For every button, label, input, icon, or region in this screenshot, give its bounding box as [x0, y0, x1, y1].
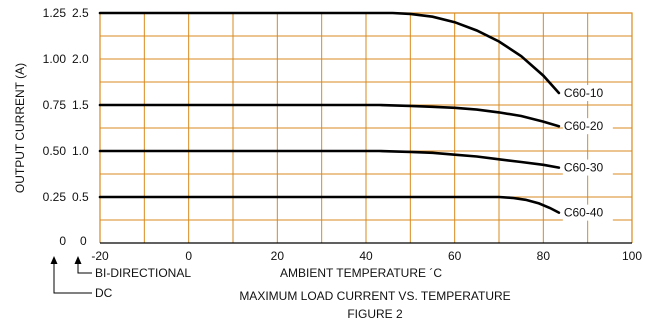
series-labels: C60-10 C60-20 C60-30 C60-40: [562, 85, 613, 221]
x-tick-label: 80: [537, 249, 551, 263]
series-label-background: [562, 159, 613, 176]
y-tick-label-dc: 1.25: [43, 6, 67, 20]
y-tick-label-bidirectional: 2.5: [72, 6, 89, 20]
figure-label: FIGURE 2: [347, 307, 403, 321]
series-label: C60-20: [564, 119, 604, 133]
bidirectional-arrow-icon: [74, 256, 92, 274]
dc-arrow-icon: [50, 256, 92, 294]
series-label-background: [562, 204, 613, 221]
y-tick-label-bidirectional: 1.0: [72, 144, 89, 158]
series-curve: [98, 11, 561, 95]
y-tick-label-dc: 0.75: [43, 98, 67, 112]
series-curve: [98, 103, 561, 128]
x-tick-label: 20: [271, 249, 285, 263]
y-axis-label: OUTPUT CURRENT (A): [13, 63, 27, 193]
y-tick-label-bidirectional: 2.0: [72, 52, 89, 66]
bidirectional-scale-label: BI-DIRECTIONAL: [95, 266, 191, 280]
x-axis-ticks: -20 0 20 40 60 80 100: [91, 249, 642, 263]
x-tick-label: 100: [622, 249, 642, 263]
x-axis-label: AMBIENT TEMPERATURE ´C: [280, 266, 442, 280]
x-tick-label: 0: [185, 249, 192, 263]
dc-scale-label: DC: [95, 286, 113, 300]
x-tick-label: 40: [359, 249, 373, 263]
y-tick-label-bidirectional: 1.5: [72, 98, 89, 112]
y-tick-label-dc: 0.25: [43, 190, 67, 204]
chart-title: MAXIMUM LOAD CURRENT VS. TEMPERATURE: [239, 289, 510, 303]
series-label-background: [562, 118, 613, 135]
y-axis-ticks: 0 0 0.25 0.5 0.50 1.0 0.75 1.5 1.00 2.0 1.25 2.5: [43, 6, 89, 248]
series-curve: [98, 195, 561, 214]
series-label: C60-40: [564, 206, 604, 220]
series-curves: [98, 11, 561, 214]
x-tick-label: 60: [448, 249, 462, 263]
y-tick-label-dc: 0: [59, 234, 66, 248]
y-tick-label-dc: 0.50: [43, 144, 67, 158]
series-label: C60-30: [564, 161, 604, 175]
y-tick-label-bidirectional: 0.5: [72, 190, 89, 204]
series-label: C60-10: [564, 86, 604, 100]
series-label-background: [562, 85, 613, 102]
y-tick-label-dc: 1.00: [43, 52, 67, 66]
y-tick-label-bidirectional: 0: [80, 234, 87, 248]
x-tick-label: -20: [91, 249, 109, 263]
series-curve: [98, 149, 561, 169]
